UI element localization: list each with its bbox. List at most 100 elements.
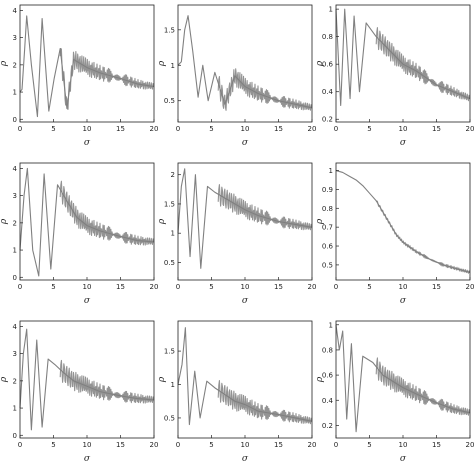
chart-svg-3: 0 5 10 15 20 0.2 0.4 0.6 0.8 1 σ ρ	[315, 4, 474, 148]
y-tick-label: 2	[13, 377, 17, 385]
y-tick-label: 1	[329, 6, 333, 14]
series-oscillation	[217, 380, 313, 425]
y-tick-label: 2	[171, 171, 175, 179]
y-tick-label: 3	[13, 34, 17, 42]
y-tick-label: 0.6	[322, 61, 334, 69]
x-tick-label: 20	[150, 125, 159, 133]
x-tick-label: 20	[466, 441, 474, 449]
x-tick-label: 5	[209, 125, 213, 133]
y-axis-label: ρ	[0, 218, 9, 225]
series-line	[177, 168, 313, 269]
y-tick-label: 0	[13, 432, 17, 440]
series-line	[177, 15, 313, 109]
chart-panel-3: 0 5 10 15 20 0.2 0.4 0.6 0.8 1 σ ρ	[315, 0, 474, 158]
chart-panel-7: 0 5 10 15 20 0 1 2 3 4 σ ρ	[0, 316, 158, 474]
y-axis-label: ρ	[157, 218, 167, 225]
y-tick-label: 0.6	[322, 243, 334, 251]
y-tick-label: 1	[329, 167, 333, 175]
series-oscillation	[59, 180, 155, 246]
x-tick-label: 20	[150, 283, 159, 291]
y-tick-label: 1	[13, 405, 17, 413]
y-tick-label: 0.8	[322, 205, 333, 213]
y-tick-label: 0.5	[322, 261, 333, 269]
x-axis-label: σ	[84, 138, 91, 148]
y-tick-label: 1	[171, 381, 175, 389]
y-tick-label: 1.5	[164, 348, 175, 356]
series-oscillation	[59, 359, 155, 404]
x-axis-label: σ	[84, 296, 91, 306]
chart-panel-5: 0 5 10 15 20 0.5 1 1.5 2 σ ρ	[157, 158, 316, 316]
y-tick-label: 1	[13, 247, 17, 255]
series-oscillation	[375, 27, 471, 102]
series-line	[177, 327, 313, 426]
chart-svg-1: 0 5 10 15 20 0 1 2 3 4 σ ρ	[0, 4, 159, 148]
x-tick-label: 0	[18, 441, 22, 449]
x-tick-label: 5	[367, 125, 371, 133]
y-axis-label: ρ	[0, 60, 9, 67]
x-tick-label: 5	[51, 283, 55, 291]
y-axis-label: ρ	[315, 376, 325, 383]
chart-svg-7: 0 5 10 15 20 0 1 2 3 4 σ ρ	[0, 320, 159, 464]
x-tick-label: 10	[399, 283, 408, 291]
x-tick-label: 5	[51, 441, 55, 449]
x-tick-label: 15	[432, 125, 441, 133]
x-axis-label: σ	[400, 296, 407, 306]
x-tick-label: 0	[334, 125, 338, 133]
x-tick-label: 15	[116, 441, 125, 449]
chart-panel-4: 0 5 10 15 20 0 1 2 3 4 σ ρ	[0, 158, 158, 316]
chart-svg-9: 0 5 10 15 20 0.2 0.4 0.6 0.8 1 σ ρ	[315, 320, 474, 464]
y-tick-label: 1.5	[164, 26, 175, 34]
y-tick-label: 2	[13, 219, 17, 227]
series-oscillation	[59, 47, 155, 110]
x-tick-label: 15	[274, 283, 283, 291]
x-axis-label: σ	[400, 454, 407, 464]
y-tick-label: 1.5	[164, 200, 175, 208]
x-tick-label: 20	[308, 441, 317, 449]
y-axis-label: ρ	[315, 60, 325, 67]
series-line	[335, 324, 471, 433]
y-tick-label: 0.5	[164, 414, 175, 422]
y-tick-label: 4	[13, 323, 18, 331]
y-tick-label: 0.4	[322, 88, 334, 96]
y-tick-label: 4	[13, 7, 18, 15]
x-tick-label: 15	[274, 125, 283, 133]
series-oscillation	[375, 357, 471, 416]
x-tick-label: 5	[51, 125, 55, 133]
x-tick-label: 20	[466, 125, 474, 133]
x-tick-label: 0	[176, 125, 180, 133]
x-tick-label: 0	[334, 441, 338, 449]
y-tick-label: 0.2	[322, 116, 333, 124]
x-axis-label: σ	[242, 454, 249, 464]
y-tick-label: 1	[13, 89, 17, 97]
x-tick-label: 10	[241, 283, 250, 291]
y-tick-label: 0.5	[164, 97, 175, 105]
y-tick-label: 0	[13, 116, 17, 124]
x-tick-label: 5	[367, 441, 371, 449]
chart-svg-8: 0 5 10 15 20 0.5 1 1.5 σ ρ	[157, 320, 317, 464]
x-tick-label: 0	[18, 125, 22, 133]
x-tick-label: 15	[116, 283, 125, 291]
x-axis-label: σ	[400, 138, 407, 148]
chart-panel-8: 0 5 10 15 20 0.5 1 1.5 σ ρ	[157, 316, 317, 474]
series-oscillation	[375, 200, 471, 274]
y-axis-label: ρ	[157, 60, 167, 67]
y-axis-label: ρ	[315, 218, 325, 225]
y-tick-label: 0.2	[322, 422, 333, 430]
y-tick-label: 2	[13, 61, 17, 69]
x-axis-label: σ	[84, 454, 91, 464]
y-tick-label: 3	[13, 350, 17, 358]
x-tick-label: 20	[150, 441, 159, 449]
x-tick-label: 10	[399, 441, 408, 449]
y-tick-label: 0.5	[164, 259, 175, 267]
x-tick-label: 5	[367, 283, 371, 291]
y-tick-label: 0.8	[322, 346, 333, 354]
x-axis-label: σ	[242, 138, 249, 148]
y-tick-label: 4	[13, 165, 18, 173]
x-tick-label: 15	[116, 125, 125, 133]
chart-svg-4: 0 5 10 15 20 0 1 2 3 4 σ ρ	[0, 162, 159, 306]
x-tick-label: 10	[83, 283, 92, 291]
chart-svg-6: 0 5 10 15 20 0.5 0.6 0.7 0.8 0.9 1 σ ρ	[315, 162, 474, 306]
y-tick-label: 1	[171, 230, 175, 238]
y-tick-label: 0.8	[322, 33, 333, 41]
